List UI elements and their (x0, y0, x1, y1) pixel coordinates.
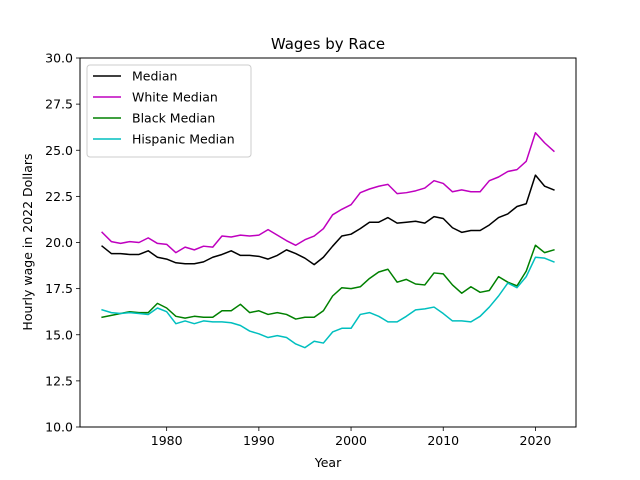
y-tick-label: 12.5 (45, 373, 73, 388)
legend-label-2: Black Median (132, 111, 215, 126)
legend-label-0: Median (132, 69, 177, 84)
y-tick-label: 30.0 (45, 51, 73, 66)
series-line-1 (101, 131, 555, 254)
plot-lines (101, 131, 555, 349)
y-tick-label: 20.0 (45, 235, 73, 250)
y-axis: 10.0 12.5 15.0 17.5 20.0 22.5 25.0 27.5 30.0 (45, 51, 80, 435)
series-line-0 (101, 174, 555, 266)
x-tick-label: 1980 (151, 433, 183, 448)
legend-label-1: White Median (132, 90, 218, 105)
x-tick-label: 2020 (520, 433, 552, 448)
chart-title: Wages by Race (271, 35, 385, 53)
x-tick-label: 2010 (427, 433, 459, 448)
y-tick-label: 15.0 (45, 327, 73, 342)
legend: Median White Median Black Median Hispanic M… (86, 64, 252, 158)
x-axis: 1980 1990 2000 2010 2020 (151, 427, 552, 448)
series-line-2 (101, 244, 555, 320)
x-tick-label: 1990 (243, 433, 275, 448)
legend-label-3: Hispanic Median (132, 132, 235, 147)
y-tick-label: 17.5 (45, 281, 73, 296)
y-axis-label: Hourly wage in 2022 Dollars (20, 153, 35, 330)
x-tick-label: 2000 (335, 433, 367, 448)
y-tick-label: 22.5 (45, 189, 73, 204)
series-line-3 (101, 256, 555, 349)
y-tick-label: 10.0 (45, 420, 73, 435)
y-tick-label: 25.0 (45, 143, 73, 158)
legend-box (86, 64, 252, 158)
x-axis-label: Year (314, 455, 342, 470)
y-tick-label: 27.5 (45, 97, 73, 112)
